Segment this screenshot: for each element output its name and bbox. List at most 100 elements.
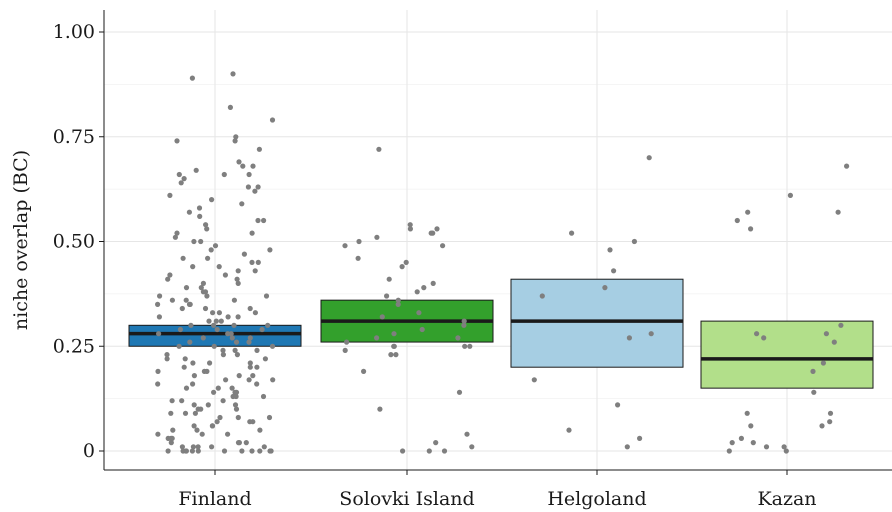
data-point: [190, 381, 196, 387]
data-point: [615, 402, 621, 408]
data-point: [189, 75, 195, 81]
data-point: [221, 448, 228, 454]
data-point: [754, 331, 760, 337]
data-point: [461, 318, 467, 324]
data-point: [199, 431, 205, 437]
data-point: [211, 343, 217, 349]
data-point: [819, 423, 825, 429]
data-point: [183, 448, 189, 454]
data-point: [210, 310, 216, 316]
data-point: [200, 280, 206, 286]
data-point: [249, 230, 255, 236]
data-point: [252, 310, 258, 316]
data-point: [209, 444, 215, 450]
data-point: [217, 414, 223, 421]
data-point: [729, 440, 735, 446]
data-point: [256, 146, 262, 152]
data-point: [820, 360, 827, 366]
data-point: [174, 138, 180, 144]
data-point: [186, 209, 192, 215]
data-point: [165, 448, 171, 454]
data-point: [181, 364, 187, 370]
data-point: [183, 285, 190, 291]
data-point: [844, 163, 850, 169]
data-point: [177, 326, 183, 333]
data-point: [230, 71, 236, 77]
data-point: [231, 297, 237, 303]
x-tick-label: Helgoland: [547, 488, 646, 510]
data-point: [624, 444, 630, 450]
data-point: [456, 389, 463, 395]
data-point: [377, 406, 383, 412]
data-point: [205, 402, 211, 408]
data-point: [174, 230, 180, 236]
data-point: [222, 272, 228, 278]
data-point: [179, 305, 185, 312]
data-point: [233, 134, 239, 140]
data-point: [261, 217, 267, 224]
data-point: [233, 393, 239, 400]
data-point: [750, 440, 756, 446]
data-point: [156, 314, 162, 320]
data-point: [745, 209, 751, 215]
data-point: [827, 410, 834, 416]
data-point: [626, 335, 633, 341]
data-point: [440, 243, 446, 249]
data-point: [787, 192, 794, 198]
data-point: [267, 448, 273, 454]
data-point: [388, 352, 394, 358]
data-point: [342, 347, 348, 353]
data-point: [182, 410, 189, 416]
data-point: [539, 293, 545, 299]
data-point: [356, 238, 362, 245]
data-point: [172, 234, 178, 240]
data-point: [342, 243, 348, 249]
data-point: [168, 435, 174, 441]
data-point: [469, 444, 475, 450]
data-point: [416, 310, 422, 316]
data-point: [464, 431, 470, 437]
data-point: [214, 419, 220, 425]
data-point: [202, 289, 209, 295]
data-point: [235, 268, 241, 274]
data-point: [257, 448, 263, 454]
data-point: [249, 259, 255, 265]
data-point: [374, 234, 380, 240]
data-point: [198, 285, 204, 291]
data-point: [232, 138, 238, 144]
data-point: [391, 331, 397, 337]
data-point: [164, 356, 170, 362]
data-point: [434, 226, 440, 232]
data-point: [235, 314, 241, 320]
data-point: [168, 440, 174, 446]
data-point: [761, 335, 767, 341]
data-point: [155, 368, 161, 374]
data-point: [223, 377, 229, 383]
y-axis-ticks: 0 0.25 0.50 0.75 1.00: [53, 21, 104, 462]
data-point: [206, 318, 212, 324]
data-point: [188, 322, 194, 328]
data-point: [811, 389, 817, 395]
data-point: [225, 314, 231, 320]
data-point: [216, 264, 222, 270]
data-point: [204, 226, 210, 232]
points-layer: [155, 71, 850, 454]
data-point: [193, 167, 199, 173]
data-point: [249, 448, 255, 454]
data-point: [266, 414, 273, 421]
axes: [103, 10, 892, 471]
data-point: [200, 335, 206, 341]
data-point: [400, 448, 406, 454]
data-point: [247, 335, 253, 341]
data-point: [155, 431, 161, 437]
data-point: [234, 352, 240, 358]
data-point: [189, 448, 195, 454]
data-point: [187, 339, 193, 345]
y-axis-title: niche overlap (BC): [10, 150, 32, 330]
data-point: [247, 419, 253, 425]
data-point: [231, 322, 237, 328]
data-point: [344, 339, 350, 345]
data-point: [221, 171, 227, 178]
data-point: [204, 368, 210, 374]
data-point: [157, 293, 163, 299]
